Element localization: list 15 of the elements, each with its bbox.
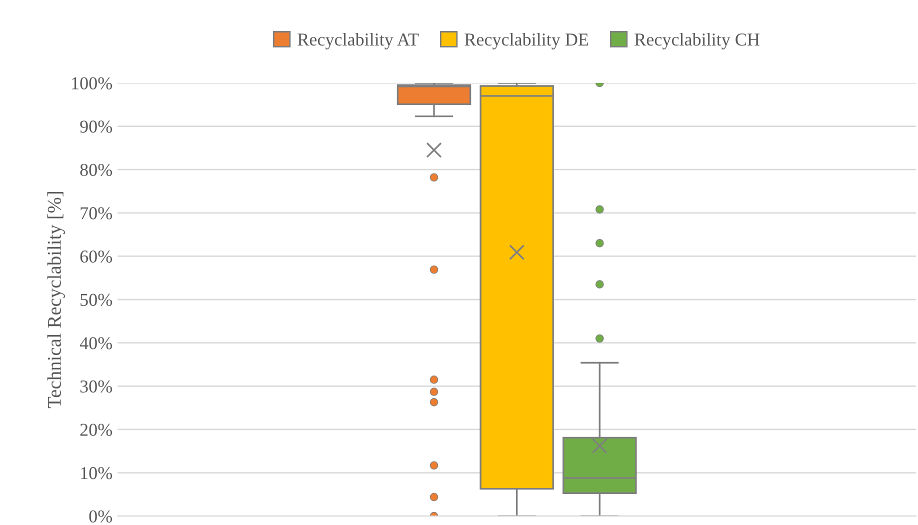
legend-label: Recyclability AT — [298, 32, 419, 50]
y-tick-label: 20% — [80, 424, 112, 436]
y-tick-label: 0% — [89, 510, 112, 523]
y-tick-label: 50% — [80, 294, 112, 306]
y-tick-label: 30% — [80, 380, 112, 393]
y-tick-label: 100% — [72, 77, 112, 90]
y-tick-label: 90% — [80, 120, 112, 133]
y-tick-label: 60% — [80, 250, 112, 263]
y-tick-label: 40% — [80, 337, 112, 350]
legend-label: Recyclability CH — [634, 32, 760, 50]
legend-label: Recyclability DE — [464, 32, 588, 50]
y-axis-title: Technical Recyclability [%] — [47, 192, 65, 408]
y-tick-label: 80% — [80, 164, 112, 176]
y-tick-label: 10% — [81, 467, 112, 480]
y-tick-label: 70% — [80, 207, 112, 220]
